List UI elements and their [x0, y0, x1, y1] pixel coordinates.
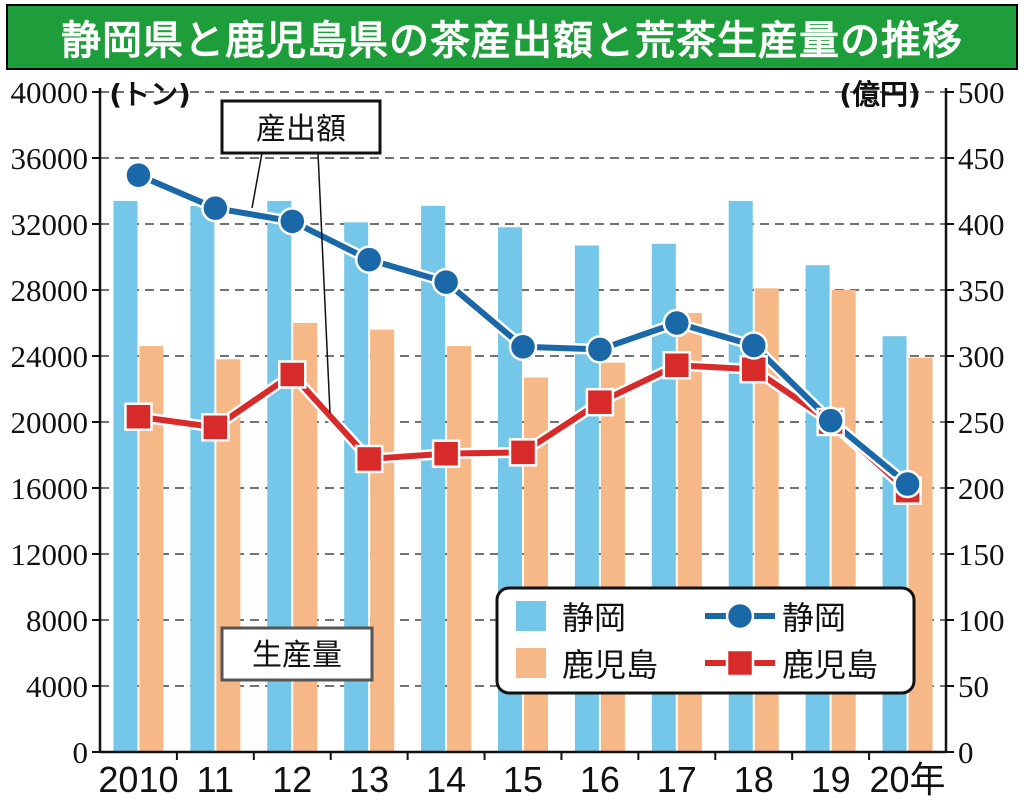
- x-tick-label: 20年: [870, 759, 946, 800]
- x-tick-label: 14: [426, 759, 466, 800]
- bar-shizuoka-14: [421, 205, 446, 753]
- marker-shizuoka-18: [739, 331, 768, 360]
- right-tick-label: 300: [958, 339, 1005, 374]
- left-tick-label: 32000: [11, 207, 89, 242]
- left-tick-label: 36000: [11, 141, 89, 176]
- left-tick-label: 28000: [11, 273, 89, 308]
- x-tick-label: 17: [657, 759, 697, 800]
- bar-kagoshima-14: [447, 346, 472, 752]
- marker-shizuoka-12: [278, 207, 307, 236]
- annotation-box-output: [220, 99, 382, 155]
- legend-box: [495, 586, 916, 695]
- left-tick-label: 24000: [11, 339, 89, 374]
- left-tick-label: 4000: [26, 669, 88, 704]
- line-shizuoka: [137, 172, 910, 487]
- title-bar: 静岡県と鹿児島県の茶産出額と荒茶生産量の推移: [6, 4, 1018, 70]
- marker-kagoshima-17: [662, 350, 692, 380]
- left-tick-label: 16000: [11, 471, 89, 506]
- x-tick-label: 18: [734, 759, 774, 800]
- marker-shizuoka-2010: [124, 160, 153, 190]
- left-tick-label: 20000: [11, 405, 89, 440]
- x-tick-label: 2010: [98, 759, 178, 800]
- left-axis-unit: (トン): [109, 78, 191, 111]
- x-tick-label: 13: [349, 759, 389, 800]
- marker-shizuoka-14: [431, 267, 461, 297]
- marker-kagoshima-18: [739, 354, 768, 384]
- bar-kagoshima-20年: [908, 357, 933, 752]
- bar-shizuoka-2010: [113, 200, 138, 752]
- legend-label-line-kagoshima: 鹿児島: [782, 646, 878, 684]
- left-tick-label: 8000: [26, 603, 88, 638]
- legend-marker-kagoshima: [725, 648, 755, 678]
- right-tick-label: 100: [958, 603, 1005, 638]
- right-tick-label: 200: [958, 471, 1005, 506]
- left-tick-label: 40000: [11, 75, 89, 110]
- marker-shizuoka-16: [585, 335, 615, 364]
- annotation-pointer-kagoshima: [317, 152, 331, 414]
- axes-layer: 0 0 4000 50 8000 100 12000 150 16000 200 20000 250 2…: [11, 75, 1005, 800]
- x-tick-label: 12: [272, 759, 312, 800]
- marker-kagoshima-14: [431, 439, 461, 468]
- right-tick-label: 350: [958, 273, 1005, 308]
- marker-shizuoka-11: [201, 193, 230, 223]
- lines-layer: [124, 160, 922, 505]
- left-tick-label: 0: [73, 735, 89, 770]
- legend-marker-shizuoka: [725, 601, 755, 631]
- x-tick-label: 19: [811, 759, 851, 800]
- marker-kagoshima-2010: [124, 402, 153, 431]
- annotation-label-output: 産出額: [256, 112, 346, 147]
- marker-kagoshima-16: [585, 387, 615, 417]
- marker-kagoshima-13: [354, 444, 384, 474]
- annotation-label-volume: 生産量: [252, 638, 342, 673]
- right-tick-label: 0: [958, 735, 974, 770]
- line-shizuoka-outline: [136, 170, 912, 489]
- legend-label-bar-kagoshima: 鹿児島: [562, 646, 658, 684]
- bar-kagoshima-13: [370, 329, 395, 752]
- x-tick-label: 16: [580, 759, 620, 800]
- x-tick-label: 15: [503, 759, 543, 800]
- x-tick-label: 11: [197, 759, 234, 800]
- legend-swatch-bar-shizuoka: [516, 601, 546, 631]
- annotation-box-volume: [220, 626, 374, 682]
- marker-shizuoka-19: [816, 406, 845, 435]
- annotation-pointer-shizuoka: [251, 152, 263, 209]
- marker-kagoshima-11: [201, 413, 230, 442]
- marker-shizuoka-13: [354, 245, 384, 274]
- legend-label-line-shizuoka: 静岡: [782, 599, 846, 637]
- right-tick-label: 50: [958, 669, 989, 704]
- marker-shizuoka-15: [508, 332, 538, 362]
- bar-shizuoka-11: [190, 205, 215, 753]
- legend-swatch-bar-kagoshima: [516, 648, 546, 678]
- right-tick-label: 500: [958, 75, 1005, 110]
- legend-label-bar-shizuoka: 静岡: [562, 599, 626, 637]
- marker-shizuoka-20年: [893, 469, 922, 499]
- right-tick-label: 250: [958, 405, 1005, 440]
- marker-kagoshima-15: [508, 438, 538, 467]
- marker-shizuoka-17: [662, 308, 692, 338]
- right-tick-label: 150: [958, 537, 1005, 572]
- chart-title: 静岡県と鹿児島県の茶産出額と荒茶生産量の推移: [61, 18, 963, 64]
- right-tick-label: 450: [958, 141, 1005, 176]
- left-tick-label: 12000: [11, 537, 89, 572]
- right-axis-unit: (億円): [839, 78, 921, 111]
- marker-kagoshima-12: [278, 360, 307, 389]
- right-tick-label: 400: [958, 207, 1005, 242]
